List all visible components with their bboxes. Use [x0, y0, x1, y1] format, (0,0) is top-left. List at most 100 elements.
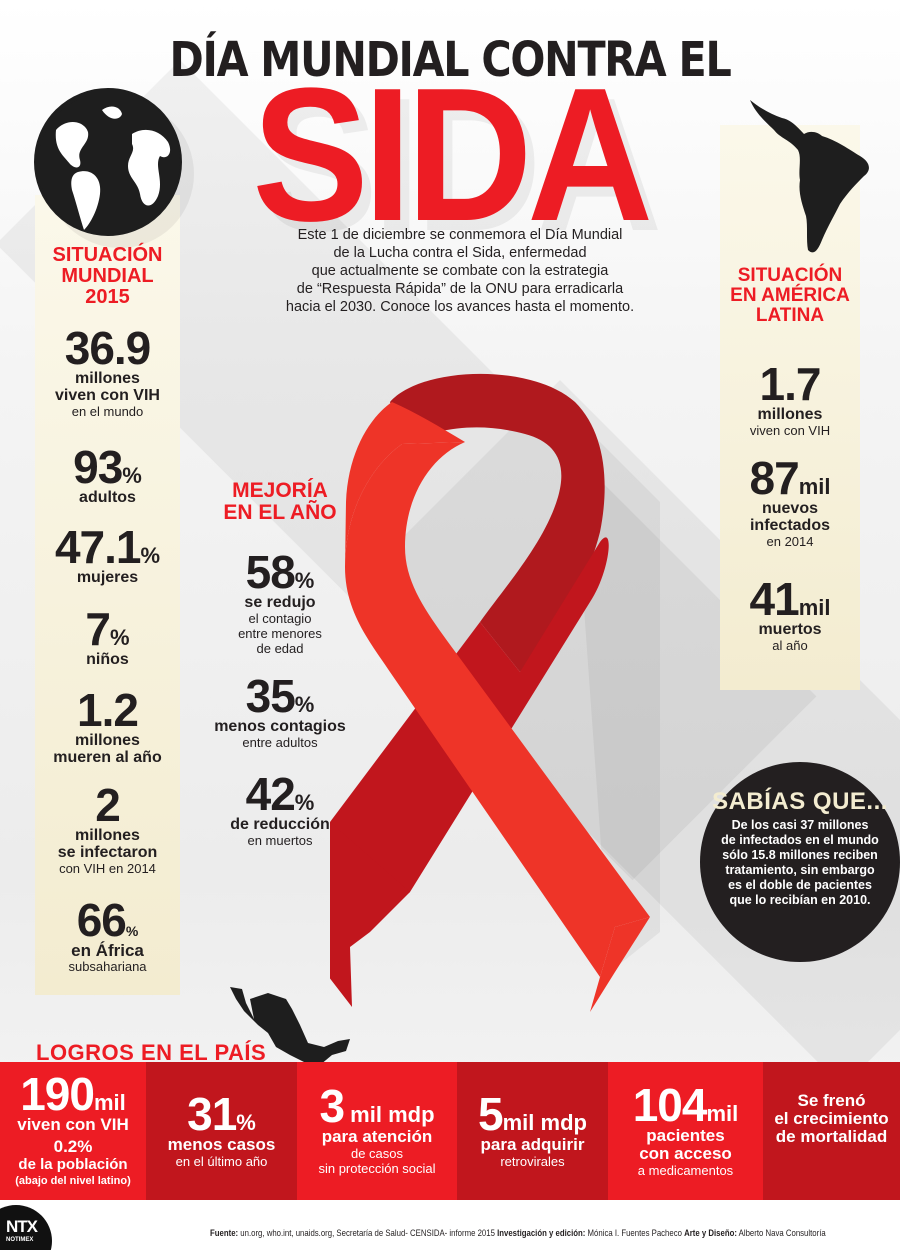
- latam-situation-panel: [720, 125, 860, 690]
- world-situation-panel: [35, 195, 180, 995]
- stat-value: 58: [245, 546, 296, 598]
- stat-label: millones: [757, 406, 823, 423]
- stat-value: 47.1: [54, 521, 142, 573]
- stat-label: millones: [75, 827, 140, 844]
- improvement-stat-deaths: 42% de reducción en muertos: [190, 771, 370, 848]
- stat-label: se infectaron: [57, 844, 158, 861]
- stat-label: mueren al año: [53, 749, 162, 766]
- stat-sublabel: (abajo del nivel latino): [15, 1174, 131, 1187]
- stat-label: para atención: [321, 1127, 433, 1146]
- stat-value: 36.9: [64, 322, 152, 374]
- stat-label: menos casos: [167, 1134, 276, 1154]
- intro-paragraph: Este 1 de diciembre se conmemora el Día …: [240, 226, 680, 316]
- improvement-stat-minors: 58% se redujo el contagio entre menores …: [190, 549, 370, 656]
- latam-stat-new-infected: 87mil nuevos infectados en 2014: [720, 455, 860, 549]
- stat-unit: %: [294, 692, 315, 717]
- stat-label: 0.2%: [53, 1136, 93, 1156]
- stat-unit: mil: [706, 1100, 739, 1126]
- world-stat-adults: 93% adultos: [35, 444, 180, 506]
- latam-heading: SITUACIÓN EN AMÉRICA LATINA: [720, 266, 860, 326]
- stat-label: muertos: [758, 621, 822, 638]
- latam-stat-living: 1.7 millones viven con VIH: [720, 361, 860, 438]
- heading-line: MUNDIAL: [61, 265, 154, 287]
- latam-stat-deaths: 41mil muertos al año: [720, 576, 860, 653]
- stat-value: 93: [73, 441, 123, 493]
- stat-value: 1.7: [759, 358, 822, 410]
- stat-sublabel: el contagio: [248, 611, 312, 626]
- stat-sublabel: entre menores: [238, 626, 322, 641]
- stat-label: infectados: [749, 517, 830, 534]
- stat-unit: %: [110, 625, 130, 650]
- stat-label: el crecimiento: [774, 1109, 889, 1128]
- stat-unit: %: [236, 1109, 256, 1135]
- mexico-map-icon: [228, 985, 358, 1070]
- stat-value: 1.2: [77, 684, 139, 736]
- stat-value: 5: [478, 1087, 504, 1140]
- stat-sublabel: al año: [772, 638, 808, 653]
- world-stat-living: 36.9 millones viven con VIH en el mundo: [35, 325, 180, 419]
- research-text: Mónica I. Fuentes Pacheco: [585, 1228, 685, 1239]
- stat-label: adultos: [79, 489, 136, 506]
- stat-sublabel: con VIH en 2014: [59, 861, 156, 876]
- stat-label: de reducción: [230, 816, 330, 833]
- stat-unit: mil: [798, 595, 831, 620]
- stat-label: para adquirir: [480, 1134, 585, 1154]
- heading-line: SITUACIÓN: [52, 244, 163, 266]
- achievement-retroviral-funding: 5mil mdp para adquirir retrovirales: [457, 1062, 608, 1200]
- stat-sublabel: entre adultos: [242, 735, 318, 750]
- title-line-1: DÍA MUNDIAL CONTRA EL: [169, 32, 732, 88]
- world-heading: SITUACIÓN MUNDIAL 2015: [35, 245, 180, 308]
- red-ribbon-icon: [325, 372, 660, 1012]
- stat-value: 2: [95, 779, 121, 831]
- stat-label: viven con VIH: [55, 387, 160, 404]
- footer: [0, 1200, 900, 1250]
- world-stat-infected-2014: 2 millones se infectaron con VIH en 2014: [35, 782, 180, 876]
- stat-unit: mil mdp: [502, 1109, 587, 1135]
- source-text: un.org, who.int, unaids.org, Secretaría …: [238, 1228, 498, 1239]
- stat-value: 41: [749, 573, 800, 625]
- country-heading: LOGROS EN EL PAÍS: [36, 1040, 267, 1065]
- source-label: Fuente:: [210, 1228, 239, 1239]
- stat-value: 31: [187, 1087, 237, 1140]
- stat-label: millones: [75, 370, 140, 387]
- research-label: Investigación y edición:: [497, 1228, 586, 1239]
- stat-value: 190: [20, 1067, 95, 1120]
- heading-line: LATINA: [755, 305, 825, 326]
- stat-label: en África: [71, 941, 144, 960]
- achievement-fewer-cases: 31% menos casos en el último año: [146, 1062, 297, 1200]
- achievement-care-funding: 3 mil mdp para atención de casos sin pro…: [297, 1062, 457, 1200]
- logo-text: NTX: [6, 1217, 38, 1236]
- title-sida: SIDA: [252, 49, 653, 261]
- heading-line: EN AMÉRICA: [730, 285, 850, 306]
- world-stat-women: 47.1% mujeres: [35, 524, 180, 586]
- stat-value: 66: [76, 894, 127, 946]
- stat-sublabel: en el mundo: [71, 404, 144, 419]
- did-you-know-title: SABÍAS QUE...: [712, 788, 888, 815]
- stat-unit: %: [294, 568, 315, 593]
- stat-value: 35: [245, 670, 296, 722]
- stat-label: Se frenó: [797, 1091, 866, 1110]
- intro-line: hacia el 2030. Conoce los avances hasta …: [285, 299, 635, 315]
- stat-sublabel: de edad: [256, 641, 304, 656]
- stat-unit: %: [294, 790, 315, 815]
- stat-unit: %: [140, 543, 161, 568]
- stat-sublabel: en muertos: [247, 833, 313, 848]
- stat-unit: mil mdp: [344, 1102, 435, 1127]
- achievement-patients-access: 104mil pacientes con acceso a medicament…: [608, 1062, 763, 1200]
- heading-line: EN EL AÑO: [223, 501, 337, 524]
- stat-value: 42: [245, 768, 296, 820]
- improvement-heading: MEJORÍA EN EL AÑO: [190, 480, 370, 524]
- stat-sublabel: sin protección social: [318, 1161, 436, 1176]
- stat-unit: %: [122, 463, 142, 488]
- intro-line: Este 1 de diciembre se conmemora el Día …: [297, 227, 623, 243]
- design-label: Arte y Diseño:: [684, 1228, 737, 1239]
- did-you-know-line: de infectados en el mundo: [721, 833, 879, 847]
- footer-credits: Fuente: un.org, who.int, unaids.org, Sec…: [210, 1228, 826, 1239]
- achievement-mortality: Se frenó el crecimiento de mortalidad: [763, 1062, 900, 1200]
- country-achievements-band: 190mil viven con VIH 0.2% de la població…: [0, 1062, 900, 1200]
- did-you-know-line: De los casi 37 millones: [731, 818, 869, 832]
- stat-label: viven con VIH: [17, 1114, 129, 1134]
- did-you-know-line: sólo 15.8 millones reciben: [722, 848, 878, 862]
- intro-line: de “Respuesta Rápida” de la ONU para err…: [296, 281, 624, 297]
- globe-icon: [34, 88, 182, 236]
